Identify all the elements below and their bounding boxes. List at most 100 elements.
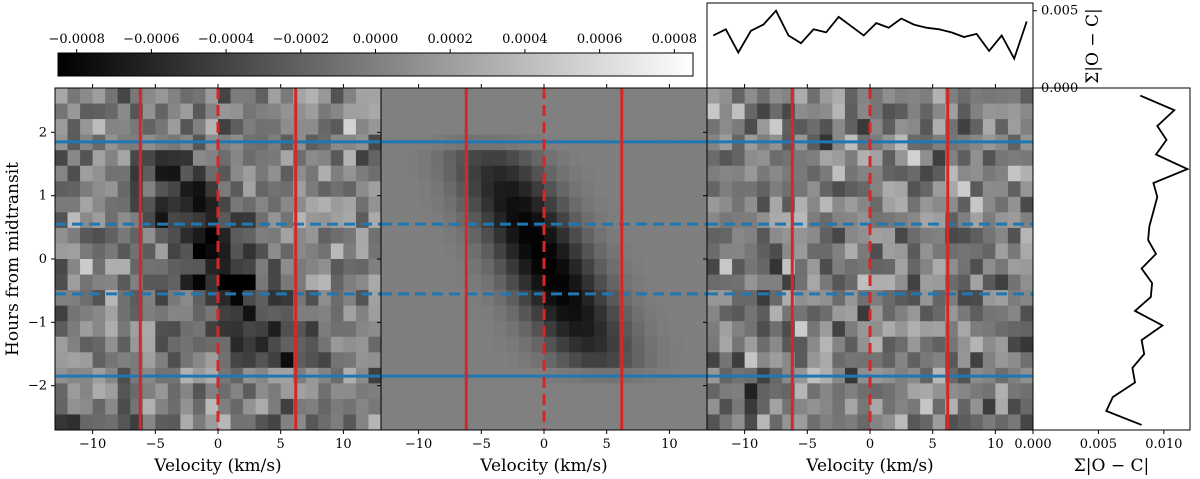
heatmap-cell <box>368 212 382 229</box>
heatmap-cell <box>280 274 294 291</box>
heatmap-cell <box>669 352 683 369</box>
x-tick-label: 5 <box>929 437 937 452</box>
heatmap-cell <box>230 119 244 136</box>
heatmap-cell <box>343 321 357 338</box>
heatmap-cell <box>268 88 282 105</box>
heatmap-cell <box>305 383 319 400</box>
heatmap-cell <box>556 88 570 105</box>
heatmap-cell <box>155 103 169 120</box>
heatmap-cell <box>443 212 457 229</box>
heatmap-cell <box>218 352 232 369</box>
heatmap-cell <box>431 259 445 276</box>
heatmap-cell <box>443 88 457 105</box>
heatmap-cell <box>581 274 595 291</box>
heatmap-cell <box>180 305 194 322</box>
heatmap-cell <box>556 119 570 136</box>
heatmap-cell <box>531 305 545 322</box>
heatmap-cell <box>305 227 319 244</box>
heatmap-cell <box>381 227 395 244</box>
heatmap-cell <box>832 212 846 229</box>
heatmap-cell <box>343 165 357 182</box>
heatmap-cell <box>280 103 294 120</box>
heatmap-cell <box>707 336 721 353</box>
heatmap-cell <box>518 165 532 182</box>
heatmap-cell <box>205 103 219 120</box>
heatmap-cell <box>518 398 532 415</box>
heatmap-cell <box>932 212 946 229</box>
heatmap-cell <box>142 383 156 400</box>
heatmap-cell <box>732 88 746 105</box>
heatmap-cell <box>819 181 833 198</box>
heatmap-cell <box>957 227 971 244</box>
right-sum-x-label: Σ|O − C| <box>1074 456 1149 476</box>
heatmap-cell <box>895 259 909 276</box>
heatmap-cell <box>920 212 934 229</box>
x-tick-label: 0 <box>214 437 222 452</box>
heatmap-cell <box>368 103 382 120</box>
heatmap-cell <box>493 181 507 198</box>
heatmap-cell <box>368 181 382 198</box>
heatmap-cell <box>343 150 357 167</box>
heatmap-cell <box>707 165 721 182</box>
heatmap-cell <box>330 227 344 244</box>
top-sum-panel: 0.0000.005 Σ|O − C| <box>706 2 1103 96</box>
heatmap-cell <box>330 212 344 229</box>
heatmap-cell <box>255 103 269 120</box>
heatmap-cell <box>594 352 608 369</box>
heatmap-cell <box>305 305 319 322</box>
heatmap-cell <box>155 165 169 182</box>
heatmap-cell <box>518 274 532 291</box>
heatmap-cell <box>794 181 808 198</box>
heatmap-cell <box>631 88 645 105</box>
heatmap-cell <box>255 119 269 136</box>
heatmap-cell <box>218 212 232 229</box>
heatmap-cell <box>393 352 407 369</box>
heatmap-cell <box>681 227 695 244</box>
heatmap-cell <box>569 88 583 105</box>
heatmap-cell <box>556 336 570 353</box>
x-tick-label: 10 <box>661 437 678 452</box>
heatmap-cell <box>631 336 645 353</box>
heatmap-cell <box>681 212 695 229</box>
heatmap-cell <box>870 259 884 276</box>
heatmap-cell <box>381 150 395 167</box>
heatmap-cell <box>794 165 808 182</box>
heatmap-cell <box>707 150 721 167</box>
heatmap-cell <box>970 259 984 276</box>
heatmap-cell <box>55 336 69 353</box>
heatmap-cell <box>343 227 357 244</box>
heatmap-cell <box>468 165 482 182</box>
heatmap-cell <box>142 305 156 322</box>
heatmap-cell <box>167 243 181 260</box>
heatmap-cell <box>732 383 746 400</box>
y-tick-label: −1 <box>28 315 47 330</box>
heatmap-cell <box>581 103 595 120</box>
heatmap-cell <box>381 398 395 415</box>
heatmap-cell <box>707 259 721 276</box>
heatmap-cell <box>920 383 934 400</box>
heatmap-cell <box>506 103 520 120</box>
heatmap-cell <box>518 305 532 322</box>
heatmap-cell <box>255 336 269 353</box>
heatmap-cell <box>569 398 583 415</box>
heatmap-cell <box>493 398 507 415</box>
heatmap-cell <box>255 321 269 338</box>
heatmap-cell <box>468 88 482 105</box>
heatmap-cell <box>205 274 219 291</box>
heatmap-cell <box>418 181 432 198</box>
heatmap-cell <box>67 398 81 415</box>
heatmap-cell <box>970 150 984 167</box>
heatmap-cell <box>970 305 984 322</box>
heatmap-cell <box>55 103 69 120</box>
heatmap-cell <box>669 383 683 400</box>
heatmap-cell <box>343 259 357 276</box>
heatmap-cell <box>305 259 319 276</box>
heatmap-cell <box>318 321 332 338</box>
heatmap-cell <box>117 165 131 182</box>
heatmap-cell <box>431 398 445 415</box>
heatmap-cell <box>594 227 608 244</box>
heatmap-cell <box>305 119 319 136</box>
heatmap-cell <box>707 352 721 369</box>
heatmap-cell <box>443 196 457 213</box>
heatmap-cell <box>744 321 758 338</box>
